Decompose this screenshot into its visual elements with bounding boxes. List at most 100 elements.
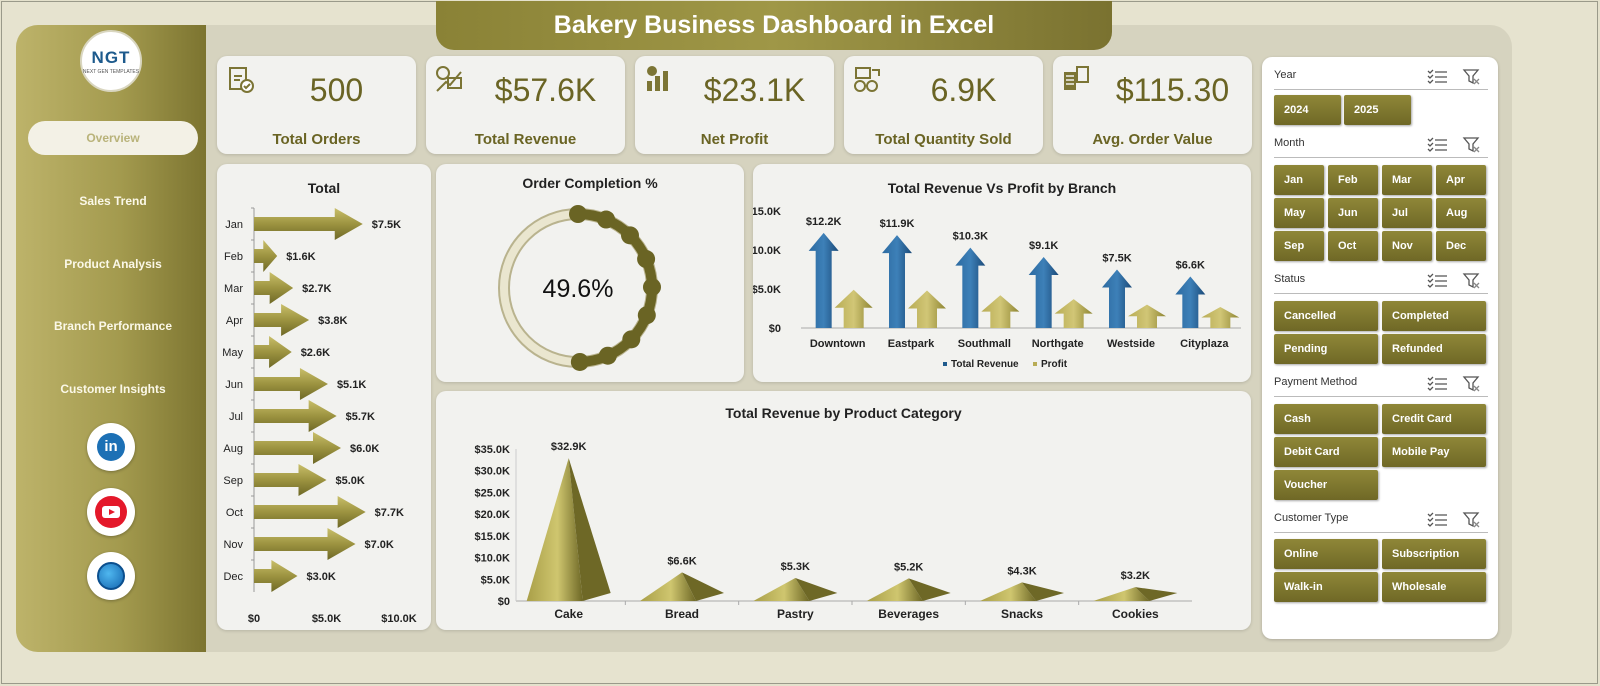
slicer-item-month-mar[interactable]: Mar bbox=[1382, 165, 1432, 195]
month-value-label: $7.7K bbox=[375, 507, 404, 519]
slicer-item-status-refunded[interactable]: Refunded bbox=[1382, 334, 1486, 364]
product-pyramid-front bbox=[753, 577, 810, 601]
revenue-arrow-bar bbox=[882, 235, 912, 328]
product-category-label: Bread bbox=[665, 607, 699, 621]
slicer-item-month-aug[interactable]: Aug bbox=[1436, 198, 1486, 228]
slicer-item-month-feb[interactable]: Feb bbox=[1328, 165, 1378, 195]
nav-product-analysis[interactable]: Product Analysis bbox=[64, 257, 162, 271]
slicer-item-month-dec[interactable]: Dec bbox=[1436, 231, 1486, 261]
month-label: Oct bbox=[226, 507, 243, 519]
slicer-actions bbox=[1426, 135, 1486, 153]
month-label: Aug bbox=[223, 443, 243, 455]
y-tick-label: $5.0K bbox=[481, 574, 510, 586]
kpi-value: $23.1K bbox=[703, 72, 806, 108]
kpi-card-total-revenue: $57.6K Total Revenue bbox=[426, 56, 625, 154]
coins-scale-icon bbox=[854, 67, 880, 92]
slicer-item-payment-method-debit-card[interactable]: Debit Card bbox=[1274, 437, 1378, 467]
slicer-item-month-may[interactable]: May bbox=[1274, 198, 1324, 228]
slicer-item-payment-method-voucher[interactable]: Voucher bbox=[1274, 470, 1378, 500]
month-label: Sep bbox=[223, 475, 243, 487]
product-pyramid-side bbox=[682, 572, 724, 601]
branch-label: Westside bbox=[1107, 338, 1155, 350]
product-pyramid-side bbox=[1022, 582, 1064, 601]
multi-select-icon[interactable] bbox=[1426, 271, 1486, 289]
nav-customer-insights[interactable]: Customer Insights bbox=[60, 382, 166, 396]
slicer-actions bbox=[1426, 510, 1486, 528]
product-value-label: $5.2K bbox=[894, 561, 923, 573]
slicer-actions bbox=[1426, 271, 1486, 289]
slicer-title-year: Year bbox=[1274, 69, 1297, 81]
legend-label-revenue: Total Revenue bbox=[951, 359, 1019, 370]
branch-revenue-profit-chart: $0 $5.0K $10.0K $15.0K $12.2K Downtown $11.9K E… bbox=[753, 206, 1241, 370]
month-label: Nov bbox=[223, 539, 243, 551]
branch-label: Cityplaza bbox=[1180, 338, 1229, 350]
month-label: Feb bbox=[224, 251, 243, 263]
slicer-item-status-cancelled[interactable]: Cancelled bbox=[1274, 301, 1378, 331]
slicer-item-month-apr[interactable]: Apr bbox=[1436, 165, 1486, 195]
month-value-label: $5.0K bbox=[336, 475, 365, 487]
profit-arrow-bar bbox=[834, 289, 873, 328]
slicer-item-customer-type-walk-in[interactable]: Walk-in bbox=[1274, 572, 1378, 602]
kpi-card-net-profit: $23.1K Net Profit bbox=[635, 56, 834, 154]
month-label: Apr bbox=[226, 315, 243, 327]
month-label: Dec bbox=[223, 571, 243, 583]
nav-branch-performance[interactable]: Branch Performance bbox=[53, 319, 173, 333]
slicer-item-status-pending[interactable]: Pending bbox=[1274, 334, 1378, 364]
revenue-arrow-bar bbox=[808, 232, 839, 328]
revenue-value-label: $6.6K bbox=[1176, 260, 1205, 272]
slicer-item-customer-type-subscription[interactable]: Subscription bbox=[1382, 539, 1486, 569]
slicer-item-month-nov[interactable]: Nov bbox=[1382, 231, 1432, 261]
linkedin-button[interactable]: in bbox=[87, 423, 135, 471]
slicer-item-payment-method-credit-card[interactable]: Credit Card bbox=[1382, 404, 1486, 434]
revenue-value-label: $9.1K bbox=[1029, 240, 1058, 252]
slicer-item-month-jan[interactable]: Jan bbox=[1274, 165, 1324, 195]
nav-sales-trend[interactable]: Sales Trend bbox=[79, 194, 147, 208]
y-tick-label: $25.0K bbox=[475, 487, 511, 499]
slicer-item-month-oct[interactable]: Oct bbox=[1328, 231, 1378, 261]
receipt-calculator-icon bbox=[1064, 66, 1089, 90]
product-pyramid-front bbox=[866, 578, 923, 601]
chart-title: Order Completion % bbox=[522, 175, 658, 191]
y-tick-label: $20.0K bbox=[475, 509, 511, 521]
chart-title: Total Revenue by Product Category bbox=[725, 405, 962, 421]
slicer-item-month-jul[interactable]: Jul bbox=[1382, 198, 1432, 228]
website-button[interactable] bbox=[87, 552, 135, 600]
product-category-label: Cookies bbox=[1112, 607, 1159, 621]
month-value-label: $1.6K bbox=[286, 251, 315, 263]
slicer-item-year-2025[interactable]: 2025 bbox=[1344, 95, 1411, 125]
youtube-button[interactable] bbox=[87, 488, 135, 536]
order-completion-chart: 49.6% bbox=[498, 205, 661, 371]
multi-select-icon[interactable] bbox=[1426, 374, 1486, 392]
logo-text: NGT bbox=[91, 48, 131, 67]
kpi-label: Avg. Order Value bbox=[1092, 131, 1213, 148]
product-value-label: $5.3K bbox=[781, 561, 810, 573]
multi-select-icon[interactable] bbox=[1426, 510, 1486, 528]
multi-select-icon[interactable] bbox=[1426, 67, 1486, 85]
slicer-item-customer-type-wholesale[interactable]: Wholesale bbox=[1382, 572, 1486, 602]
slicer-item-payment-method-mobile-pay[interactable]: Mobile Pay bbox=[1382, 437, 1486, 467]
kpi-value: $57.6K bbox=[494, 72, 597, 108]
month-label: Jul bbox=[229, 411, 243, 423]
nav-overview[interactable]: Overview bbox=[28, 121, 198, 155]
slicer-item-year-2024[interactable]: 2024 bbox=[1274, 95, 1341, 125]
slicer-item-customer-type-online[interactable]: Online bbox=[1274, 539, 1378, 569]
monthly-total-chart: Jan $7.5K Feb $1.6K Mar $2.7K Apr $3.8K May $2.6K… bbox=[222, 207, 417, 625]
revenue-arrow-bar bbox=[1102, 269, 1132, 328]
multi-select-icon[interactable] bbox=[1426, 135, 1486, 153]
y-tick-label: $15.0K bbox=[475, 531, 511, 543]
donut-center-label: 49.6% bbox=[543, 275, 614, 303]
slicer-item-month-jun[interactable]: Jun bbox=[1328, 198, 1378, 228]
month-label: Jan bbox=[225, 219, 243, 231]
slicer-item-status-completed[interactable]: Completed bbox=[1382, 301, 1486, 331]
y-tick-label: $15.0K bbox=[753, 206, 781, 218]
revenue-value-label: $12.2K bbox=[806, 216, 842, 228]
revenue-value-label: $10.3K bbox=[953, 231, 989, 243]
profit-arrow-bar bbox=[1054, 299, 1093, 328]
slicer-item-payment-method-cash[interactable]: Cash bbox=[1274, 404, 1378, 434]
kpi-card-avg-order-value: $115.30 Avg. Order Value bbox=[1053, 56, 1252, 154]
product-value-label: $4.3K bbox=[1007, 565, 1036, 577]
donut-bead bbox=[569, 205, 587, 223]
slicer-title-month: Month bbox=[1274, 137, 1305, 149]
y-tick-label: $10.0K bbox=[753, 245, 781, 257]
slicer-item-month-sep[interactable]: Sep bbox=[1274, 231, 1324, 261]
